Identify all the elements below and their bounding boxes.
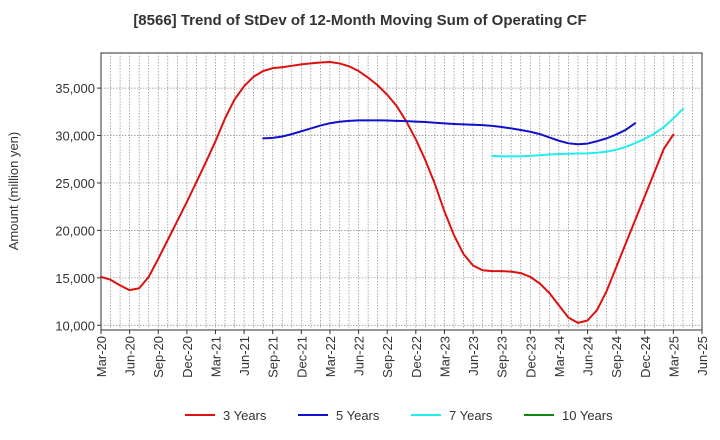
y-tick-label: 10,000 xyxy=(55,318,95,333)
y-axis-label: Amount (million yen) xyxy=(6,132,21,251)
x-tick-label: Mar-25 xyxy=(666,336,681,377)
series-line-5-years xyxy=(262,119,637,146)
x-tick-label: Dec-22 xyxy=(409,336,424,378)
x-tick-label: Dec-23 xyxy=(523,336,538,378)
x-tick-label: Sep-23 xyxy=(495,336,510,378)
x-tick-label: Sep-24 xyxy=(609,336,624,378)
x-tick-label: Dec-20 xyxy=(180,336,195,378)
x-tick-label: Mar-23 xyxy=(437,336,452,377)
grid-lines xyxy=(101,53,702,330)
legend-label: 7 Years xyxy=(449,408,493,423)
x-tick-label: Jun-22 xyxy=(352,336,367,376)
x-tick-label: Jun-24 xyxy=(581,336,596,376)
x-tick-label: Dec-24 xyxy=(638,336,653,378)
legend-label: 3 Years xyxy=(223,408,267,423)
x-tick-label: Jun-23 xyxy=(466,336,481,376)
x-tick-label: Mar-20 xyxy=(94,336,109,377)
legend: 3 Years 5 Years 7 Years 10 Years xyxy=(185,408,613,423)
chart-title: [8566] Trend of StDev of 12-Month Moving… xyxy=(133,12,587,29)
y-tick-label: 25,000 xyxy=(55,176,95,191)
y-tick-label: 30,000 xyxy=(55,129,95,144)
y-tick-label: 20,000 xyxy=(55,223,95,238)
x-tick-label: Dec-21 xyxy=(294,336,309,378)
x-axis: Mar-20 Jun-20 Sep-20 Dec-20 Mar-21 Jun-21 Sep-… xyxy=(94,330,710,378)
y-tick-label: 15,000 xyxy=(55,271,95,286)
x-tick-label: Sep-21 xyxy=(266,336,281,378)
x-tick-label: Mar-24 xyxy=(552,336,567,377)
x-tick-label: Jun-20 xyxy=(123,336,138,376)
legend-label: 10 Years xyxy=(562,408,613,423)
legend-label: 5 Years xyxy=(336,408,380,423)
series-line-7-years xyxy=(491,107,684,158)
x-tick-label: Mar-21 xyxy=(208,336,223,377)
x-tick-label: Mar-22 xyxy=(323,336,338,377)
series-line-3-years xyxy=(100,61,675,324)
series-lines xyxy=(100,61,684,324)
x-tick-label: Sep-20 xyxy=(151,336,166,378)
y-axis: 10,000 15,000 20,000 25,000 30,000 35,000 xyxy=(55,81,101,333)
x-tick-label: Sep-22 xyxy=(380,336,395,378)
x-tick-label: Jun-21 xyxy=(237,336,252,376)
x-tick-label: Jun-25 xyxy=(695,336,710,376)
plot-area xyxy=(100,52,703,331)
y-tick-label: 35,000 xyxy=(55,81,95,96)
